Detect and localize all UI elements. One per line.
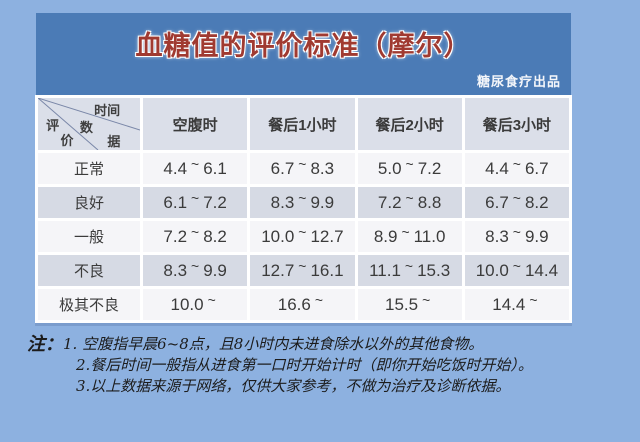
column-header-1h: 餐后1小时 <box>250 98 355 150</box>
column-header-fasting: 空腹时 <box>143 98 248 150</box>
footnote-1: 1. 空腹指早晨6~8点，且8小时内未进食除水以外的其他食物。 <box>63 335 484 353</box>
value-cell: 8.3 ~9.9 <box>250 187 355 218</box>
row-label: 极其不良 <box>38 289 140 320</box>
corner-label-eval-char1: 评 <box>46 117 60 133</box>
value-cell: 15.5 ~ <box>357 289 462 320</box>
value-cell: 10.0 ~ <box>143 289 248 320</box>
footnote-2: 2.餐后时间一般指从进食第一口时开始计时（即你开始吃饭时开始）。 <box>76 356 533 374</box>
value-cell: 7.2 ~8.8 <box>357 187 462 218</box>
corner-label-eval-char2: 价 <box>60 133 74 149</box>
value-cell: 12.7 ~16.1 <box>250 255 355 286</box>
footnote-3: 3.以上数据来源于网络，仅供大家参考，不做为治疗及诊断依据。 <box>76 377 511 395</box>
value-cell: 6.7 ~8.2 <box>464 187 569 218</box>
value-cell: 4.4 ~6.7 <box>464 153 569 184</box>
glucose-table: 时间 数 据 评 价 空腹时 餐后1小时 餐后2小时 餐后3小时 正常 4.4 ~… <box>35 95 572 326</box>
column-header-3h: 餐后3小时 <box>464 98 569 150</box>
footnotes-label: 注： <box>27 334 63 355</box>
value-cell: 14.4 ~ <box>464 289 569 320</box>
table-row-good: 良好 6.1 ~7.2 8.3 ~9.9 7.2 ~8.8 6.7 ~8.2 <box>38 187 569 218</box>
corner-label-data-char2: 据 <box>107 134 121 150</box>
table-row-normal: 正常 4.4 ~6.1 6.7 ~8.3 5.0 ~7.2 4.4 ~6.7 <box>38 153 569 184</box>
table-row-poor: 不良 8.3 ~9.9 12.7 ~16.1 11.1 ~15.3 10.0 ~14.4 <box>38 255 569 286</box>
value-cell: 6.1 ~7.2 <box>143 187 248 218</box>
row-label: 一般 <box>38 221 140 252</box>
header-row: 时间 数 据 评 价 空腹时 餐后1小时 餐后2小时 餐后3小时 <box>38 98 569 150</box>
value-cell: 5.0 ~7.2 <box>357 153 462 184</box>
table-row-very-poor: 极其不良 10.0 ~ 16.6 ~ 15.5 ~ 14.4 ~ <box>38 289 569 320</box>
value-cell: 10.0 ~12.7 <box>250 221 355 252</box>
value-cell: 8.9 ~11.0 <box>357 221 462 252</box>
page-title: 血糖值的评价标准（摩尔） <box>135 31 472 61</box>
footnotes: 注： 1. 空腹指早晨6~8点，且8小时内未进食除水以外的其他食物。 2.餐后时… <box>27 334 612 397</box>
value-cell: 10.0 ~14.4 <box>464 255 569 286</box>
corner-label-data-char1: 数 <box>79 119 93 135</box>
column-header-2h: 餐后2小时 <box>357 98 462 150</box>
corner-label-time: 时间 <box>94 103 121 119</box>
table-row-average: 一般 7.2 ~8.2 10.0 ~12.7 8.9 ~11.0 8.3 ~9.9 <box>38 221 569 252</box>
value-cell: 4.4 ~6.1 <box>143 153 248 184</box>
row-label: 正常 <box>38 153 140 184</box>
byline: 糖尿食疗出品 <box>476 74 561 89</box>
title-band: 血糖值的评价标准（摩尔） 糖尿食疗出品 <box>36 13 571 95</box>
corner-header-cell: 时间 数 据 评 价 <box>38 98 140 150</box>
diagonal-lines-icon <box>38 98 140 150</box>
value-cell: 11.1 ~15.3 <box>357 255 462 286</box>
value-cell: 8.3 ~9.9 <box>143 255 248 286</box>
footnotes-list: 1. 空腹指早晨6~8点，且8小时内未进食除水以外的其他食物。 2.餐后时间一般… <box>63 334 533 397</box>
row-label: 良好 <box>38 187 140 218</box>
row-label: 不良 <box>38 255 140 286</box>
value-cell: 6.7 ~8.3 <box>250 153 355 184</box>
value-cell: 16.6 ~ <box>250 289 355 320</box>
value-cell: 8.3 ~9.9 <box>464 221 569 252</box>
value-cell: 7.2 ~8.2 <box>143 221 248 252</box>
